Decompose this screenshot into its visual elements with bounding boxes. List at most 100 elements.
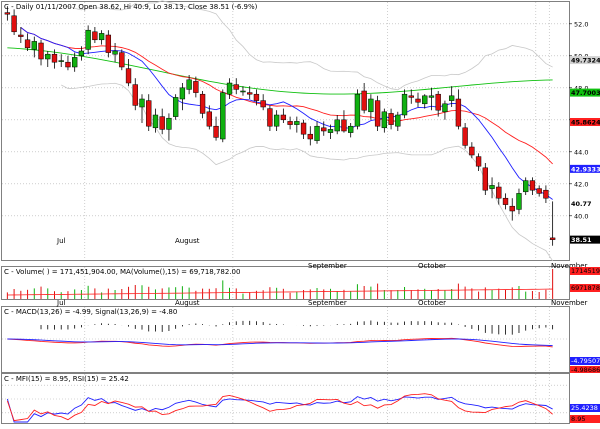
macd-signal-tag-bg bbox=[570, 357, 600, 365]
candle-body bbox=[220, 92, 226, 140]
month-label-september: September bbox=[308, 262, 347, 270]
mfi-panel-frame bbox=[1, 373, 570, 424]
candle-body bbox=[240, 90, 246, 93]
candle-body bbox=[172, 97, 179, 117]
rsi-line bbox=[6, 396, 553, 423]
month-label-august: August bbox=[175, 237, 200, 245]
candle-body bbox=[78, 50, 85, 57]
candle-body bbox=[422, 95, 428, 105]
price-tag: 45.8624 bbox=[571, 119, 600, 127]
ma-long-line bbox=[7, 47, 553, 95]
candle-body bbox=[280, 114, 287, 121]
candle-body bbox=[314, 125, 320, 141]
candle-body bbox=[233, 84, 239, 90]
bollinger-upper bbox=[61, 0, 553, 91]
candle-body bbox=[509, 205, 515, 212]
candle-body bbox=[24, 39, 31, 49]
candle-body bbox=[307, 133, 313, 140]
candle-body bbox=[462, 127, 468, 146]
mfi-line bbox=[6, 393, 553, 422]
candle-body bbox=[489, 185, 495, 189]
price-tag: 38.51 bbox=[571, 236, 592, 244]
candle-body bbox=[354, 93, 361, 127]
candle-body bbox=[516, 193, 522, 210]
volume-bars bbox=[6, 269, 554, 299]
mfi-header: C - MFI(15) = 8.95, RSI(15) = 25.42 bbox=[4, 375, 129, 383]
candle-body bbox=[31, 41, 37, 50]
candle-body bbox=[58, 60, 64, 62]
candle-body bbox=[523, 180, 529, 193]
macd-signal-line bbox=[7, 338, 553, 347]
vol-month-label-august: August bbox=[175, 299, 200, 307]
bollinger-lower bbox=[61, 82, 553, 262]
price-axis-label: 52.0 bbox=[574, 20, 588, 28]
price-axis-label: 44.0 bbox=[574, 148, 588, 156]
candle-body bbox=[166, 117, 172, 130]
candle-body bbox=[374, 100, 381, 127]
rsi-tag: 25.4238 bbox=[571, 404, 598, 412]
price-tag: 47.7003 bbox=[571, 89, 600, 97]
candle-body bbox=[321, 127, 327, 132]
candle-body bbox=[502, 197, 509, 205]
price-axis-label: 40.0 bbox=[574, 212, 588, 220]
candle-body bbox=[51, 53, 58, 63]
month-label-november: November bbox=[551, 262, 588, 270]
grid-layer bbox=[2, 2, 569, 423]
price-tag: 49.7324 bbox=[571, 57, 600, 65]
candle-body bbox=[455, 98, 462, 127]
candle-body bbox=[442, 103, 448, 113]
price-header: C - Daily 01/11/2007 Open 38.62, Hi 40.9… bbox=[4, 3, 258, 11]
macd-panel-frame bbox=[1, 306, 570, 373]
mfi-rsi-lines bbox=[2, 384, 569, 423]
mfi-tag-bg bbox=[570, 415, 600, 423]
candle-body bbox=[408, 95, 414, 98]
candle-body bbox=[18, 34, 24, 37]
candle-body bbox=[361, 90, 367, 111]
candle-body bbox=[98, 33, 105, 41]
candle-body bbox=[469, 146, 475, 156]
candle-body bbox=[105, 34, 112, 53]
candle-body bbox=[85, 29, 91, 50]
volume-tag: 171451904 bbox=[571, 267, 600, 275]
candle-body bbox=[152, 114, 159, 129]
vol-month-label-november: November bbox=[551, 299, 588, 307]
candle-body bbox=[125, 68, 132, 84]
candle-body bbox=[294, 121, 300, 125]
candle-body bbox=[92, 31, 98, 41]
candle-body bbox=[132, 84, 138, 106]
price-tag-bg bbox=[570, 235, 600, 244]
candle-body bbox=[327, 129, 334, 133]
volume-ma-line bbox=[7, 288, 553, 296]
ma-short-line bbox=[20, 27, 553, 200]
price-tag-bg bbox=[570, 88, 600, 97]
candle-body bbox=[199, 93, 206, 114]
volume-ma-tag-bg bbox=[570, 284, 600, 292]
candle-body bbox=[260, 100, 266, 108]
candle-body bbox=[146, 100, 152, 127]
candle-body bbox=[388, 113, 394, 125]
candle-body bbox=[549, 237, 556, 240]
candle-body bbox=[65, 61, 71, 68]
candle-body bbox=[448, 95, 455, 101]
candle-body bbox=[38, 42, 44, 60]
candle-body bbox=[415, 98, 421, 103]
vol-month-label-jul: Jul bbox=[56, 299, 66, 307]
volume-panel-frame bbox=[1, 266, 570, 300]
candle-body bbox=[213, 125, 219, 138]
vol-month-label-october: October bbox=[418, 299, 446, 307]
candle-body bbox=[536, 188, 542, 194]
bollinger-bands bbox=[61, 0, 553, 262]
price-axis-label: 48.0 bbox=[574, 84, 588, 92]
candle-body bbox=[543, 189, 549, 199]
macd-signal-tag: -4.79507 bbox=[571, 357, 600, 365]
volume-header: C - Volume( ) = 171,451,904.00, MA(Volum… bbox=[4, 268, 240, 276]
moving-averages bbox=[7, 27, 553, 200]
volume-ma-tag: 69718782 bbox=[571, 284, 600, 292]
price-tag: 42.9333 bbox=[571, 165, 600, 173]
candle-body bbox=[341, 119, 347, 132]
candle-body bbox=[475, 156, 482, 167]
month-label-october: October bbox=[418, 262, 446, 270]
candle-body bbox=[273, 114, 280, 127]
